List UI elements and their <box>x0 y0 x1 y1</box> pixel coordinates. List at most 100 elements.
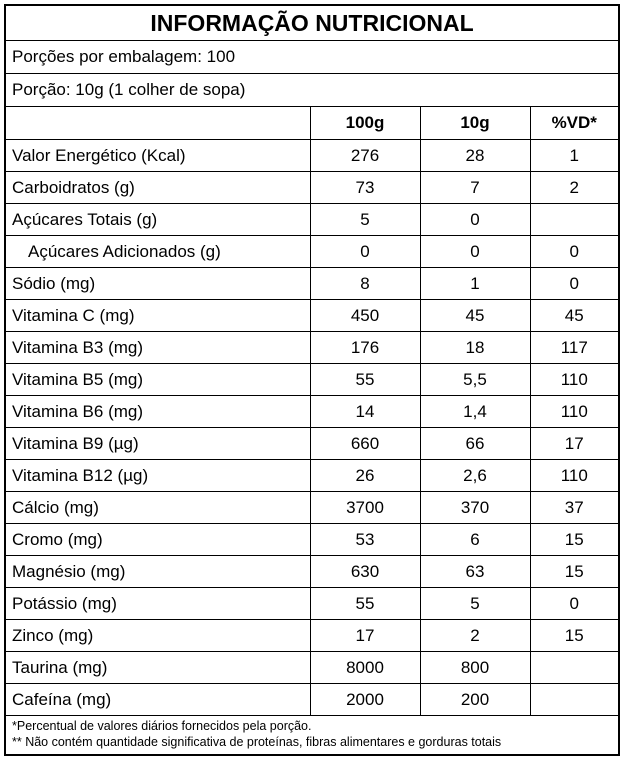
value-daily-percent: 2 <box>529 170 618 204</box>
value-daily-percent: 110 <box>529 394 618 428</box>
table-row: Açúcares Adicionados (g) 0 0 0 <box>6 234 618 268</box>
value-per-10g: 5,5 <box>419 362 531 396</box>
value-per-10g: 7 <box>419 170 531 204</box>
value-per-100g: 5 <box>309 202 421 236</box>
value-per-100g: 26 <box>309 458 421 492</box>
table-row: Potássio (mg) 55 5 0 <box>6 586 618 620</box>
table-row: Vitamina B3 (mg) 176 18 117 <box>6 330 618 364</box>
footnote-daily-value: *Percentual de valores diários fornecido… <box>12 718 312 733</box>
nutrient-name: Sódio (mg) <box>6 266 311 300</box>
header-daily-value: %VD* <box>529 107 618 140</box>
value-daily-percent: 117 <box>529 330 618 364</box>
nutrient-name: Cálcio (mg) <box>6 490 311 524</box>
value-daily-percent: 37 <box>529 490 618 524</box>
value-per-10g: 66 <box>419 426 531 460</box>
table-row: Valor Energético (Kcal) 276 28 1 <box>6 138 618 172</box>
value-daily-percent: 15 <box>529 522 618 556</box>
value-per-10g: 5 <box>419 586 531 620</box>
nutrient-name: Vitamina B6 (mg) <box>6 394 311 428</box>
value-daily-percent: 0 <box>529 234 618 268</box>
value-per-100g: 2000 <box>309 682 421 716</box>
value-daily-percent: 0 <box>529 586 618 620</box>
value-per-10g: 6 <box>419 522 531 556</box>
value-per-100g: 55 <box>309 586 421 620</box>
nutrient-name: Açúcares Totais (g) <box>6 202 311 236</box>
value-daily-percent: 17 <box>529 426 618 460</box>
header-per-100g: 100g <box>309 107 421 140</box>
table-row: Vitamina B5 (mg) 55 5,5 110 <box>6 362 618 396</box>
value-per-100g: 8000 <box>309 650 421 684</box>
value-per-100g: 660 <box>309 426 421 460</box>
nutrient-name: Valor Energético (Kcal) <box>6 138 311 172</box>
value-per-10g: 2,6 <box>419 458 531 492</box>
table-row: Vitamina B6 (mg) 14 1,4 110 <box>6 394 618 428</box>
table-header-row: 100g 10g %VD* <box>6 107 618 140</box>
value-per-100g: 53 <box>309 522 421 556</box>
value-daily-percent: 0 <box>529 266 618 300</box>
value-per-100g: 3700 <box>309 490 421 524</box>
value-per-100g: 176 <box>309 330 421 364</box>
value-per-100g: 0 <box>309 234 421 268</box>
nutrient-name: Taurina (mg) <box>6 650 311 684</box>
value-daily-percent <box>529 202 618 236</box>
table-row: Magnésio (mg) 630 63 15 <box>6 554 618 588</box>
table-row: Sódio (mg) 8 1 0 <box>6 266 618 300</box>
value-daily-percent: 15 <box>529 554 618 588</box>
nutrient-name: Vitamina B3 (mg) <box>6 330 311 364</box>
value-per-100g: 55 <box>309 362 421 396</box>
value-per-10g: 0 <box>419 234 531 268</box>
value-per-100g: 73 <box>309 170 421 204</box>
header-per-10g: 10g <box>419 107 531 140</box>
value-per-10g: 28 <box>419 138 531 172</box>
value-per-100g: 450 <box>309 298 421 332</box>
value-per-100g: 276 <box>309 138 421 172</box>
value-daily-percent <box>529 682 618 716</box>
nutrition-table: 100g 10g %VD* Valor Energético (Kcal) 276… <box>6 107 618 716</box>
nutrient-name: Cafeína (mg) <box>6 682 311 716</box>
value-per-100g: 17 <box>309 618 421 652</box>
nutrient-name: Cromo (mg) <box>6 522 311 556</box>
value-per-100g: 8 <box>309 266 421 300</box>
footnote-not-significant: ** Não contém quantidade significativa d… <box>12 734 502 749</box>
label-title: INFORMAÇÃO NUTRICIONAL <box>6 6 618 41</box>
nutrition-facts-label: INFORMAÇÃO NUTRICIONAL Porções por embal… <box>4 4 620 756</box>
value-per-10g: 1,4 <box>419 394 531 428</box>
value-daily-percent <box>529 650 618 684</box>
value-daily-percent: 45 <box>529 298 618 332</box>
footnotes: *Percentual de valores diários fornecido… <box>6 716 618 750</box>
value-daily-percent: 1 <box>529 138 618 172</box>
table-row: Cafeína (mg) 2000 200 <box>6 682 618 716</box>
nutrient-name: Vitamina C (mg) <box>6 298 311 332</box>
servings-per-package: Porções por embalagem: 100 <box>6 41 618 74</box>
value-daily-percent: 15 <box>529 618 618 652</box>
value-per-10g: 800 <box>419 650 531 684</box>
nutrient-name: Açúcares Adicionados (g) <box>6 234 311 268</box>
nutrient-name: Vitamina B5 (mg) <box>6 362 311 396</box>
nutrient-name: Vitamina B9 (µg) <box>6 426 311 460</box>
table-row: Açúcares Totais (g) 5 0 <box>6 202 618 236</box>
table-row: Cromo (mg) 53 6 15 <box>6 522 618 556</box>
table-row: Zinco (mg) 17 2 15 <box>6 618 618 652</box>
value-per-10g: 63 <box>419 554 531 588</box>
table-body: Valor Energético (Kcal) 276 28 1 Carboidrato… <box>6 138 618 716</box>
nutrient-name: Magnésio (mg) <box>6 554 311 588</box>
table-row: Vitamina B12 (µg) 26 2,6 110 <box>6 458 618 492</box>
value-per-100g: 14 <box>309 394 421 428</box>
value-per-10g: 2 <box>419 618 531 652</box>
table-row: Cálcio (mg) 3700 370 37 <box>6 490 618 524</box>
table-row: Vitamina C (mg) 450 45 45 <box>6 298 618 332</box>
nutrient-name: Potássio (mg) <box>6 586 311 620</box>
value-per-10g: 1 <box>419 266 531 300</box>
value-per-10g: 200 <box>419 682 531 716</box>
value-per-10g: 18 <box>419 330 531 364</box>
value-per-10g: 370 <box>419 490 531 524</box>
table-row: Taurina (mg) 8000 800 <box>6 650 618 684</box>
serving-size: Porção: 10g (1 colher de sopa) <box>6 74 618 107</box>
nutrient-name: Zinco (mg) <box>6 618 311 652</box>
value-per-10g: 45 <box>419 298 531 332</box>
value-daily-percent: 110 <box>529 458 618 492</box>
header-nutrient <box>6 107 311 140</box>
value-per-10g: 0 <box>419 202 531 236</box>
nutrient-name: Carboidratos (g) <box>6 170 311 204</box>
table-row: Carboidratos (g) 73 7 2 <box>6 170 618 204</box>
